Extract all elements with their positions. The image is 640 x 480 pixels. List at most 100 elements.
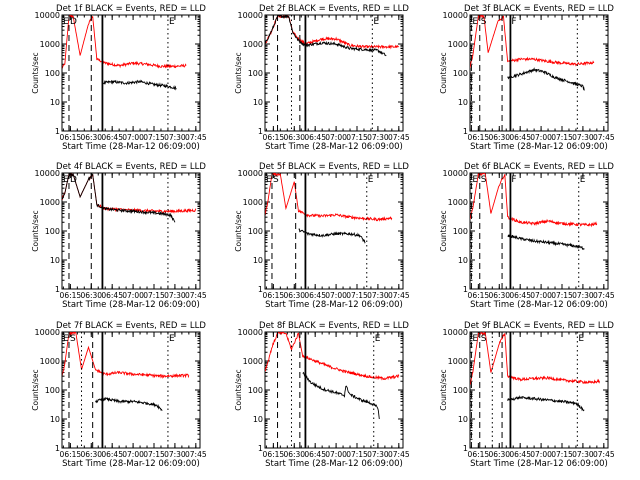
x-tick-label: 07:45 [593, 133, 615, 142]
y-tick-label: 10000 [238, 328, 263, 337]
x-tick-label: 06:15 [263, 291, 285, 300]
x-tick-label: 07:00 [325, 450, 347, 459]
y-tick-label: 10000 [35, 11, 60, 20]
time-marker-label: F [511, 17, 516, 27]
axes-frame [264, 172, 404, 290]
panel-title: Det 5f BLACK = Events, RED = LLD [259, 162, 409, 172]
y-tick-label: 10 [458, 98, 468, 107]
lld-trace [470, 15, 595, 68]
x-axis-label: Start Time (28-Mar-12 06:09:00) [62, 142, 200, 152]
panel-title: Det 8f BLACK = Events, RED = LLD [259, 321, 409, 331]
y-tick-label: 10 [50, 98, 60, 107]
panel-title: Det 1f BLACK = Events, RED = LLD [56, 4, 206, 14]
time-marker-label: E [63, 334, 69, 344]
y-tick-label: 10000 [443, 11, 468, 20]
x-tick-label: 06:45 [509, 450, 531, 459]
y-tick-label: 10 [458, 256, 468, 265]
time-marker-label: S [70, 334, 76, 344]
events-trace [507, 67, 585, 91]
traces [470, 15, 595, 91]
x-tick-label: 07:15 [346, 291, 368, 300]
y-axis-label: Counts/sec [439, 210, 448, 251]
x-tick-label: 07:15 [551, 291, 573, 300]
y-tick-label: 1000 [243, 198, 263, 207]
events-trace [95, 396, 163, 411]
panel-det-6f: Det 6f BLACK = Events, RED = LLD 1 10 100 10… [439, 162, 615, 310]
y-tick-label: 10000 [35, 328, 60, 337]
x-tick-label: 07:15 [346, 133, 368, 142]
x-tick-label: 07:00 [530, 450, 552, 459]
x-axis-label: Start Time (28-Mar-12 06:09:00) [265, 459, 403, 469]
y-tick-label: 10 [50, 415, 60, 424]
y-tick-label: 10 [253, 415, 263, 424]
time-marker-label: E [472, 175, 478, 185]
y-tick-label: 100 [45, 69, 60, 78]
y-tick-label: 1000 [40, 198, 60, 207]
y-tick-label: 100 [248, 69, 263, 78]
x-tick-label: 06:15 [468, 133, 490, 142]
x-tick-label: 07:45 [388, 450, 410, 459]
x-tick-label: 07:15 [143, 291, 165, 300]
events-trace [101, 79, 177, 91]
panel-det-7f: Det 7f BLACK = Events, RED = LLD 1 10 100 10… [31, 321, 207, 469]
y-tick-label: 100 [453, 386, 468, 395]
x-tick-label: 07:00 [122, 291, 144, 300]
events-trace [265, 15, 387, 57]
y-tick-label: 1000 [40, 357, 60, 366]
x-tick-label: 06:45 [509, 291, 531, 300]
time-marker-label: E [375, 334, 381, 344]
x-tick-label: 06:15 [60, 291, 82, 300]
time-marker-label: E [368, 175, 374, 185]
panel-det-2f: Det 2f BLACK = Events, RED = LLD 1 10 100 10… [234, 4, 410, 152]
panel-det-8f: Det 8f BLACK = Events, RED = LLD 1 10 100 10… [234, 321, 410, 469]
time-marker-label: E [373, 17, 379, 27]
time-marker-label: E [472, 334, 478, 344]
events-trace [302, 371, 380, 420]
x-tick-label: 06:45 [509, 133, 531, 142]
y-tick-label: 100 [453, 69, 468, 78]
panel-title: Det 2f BLACK = Events, RED = LLD [259, 4, 409, 14]
time-marker-label: S [273, 175, 279, 185]
x-tick-label: 06:15 [60, 133, 82, 142]
time-marker-label: S [481, 175, 487, 185]
events-trace [507, 395, 585, 412]
x-tick-label: 06:30 [80, 133, 102, 142]
panel-title: Det 9f BLACK = Events, RED = LLD [464, 321, 614, 331]
panel-det-5f: Det 5f BLACK = Events, RED = LLD 1 10 100 10… [234, 162, 410, 310]
time-marker-label: E [472, 17, 478, 27]
x-tick-label: 07:15 [346, 450, 368, 459]
traces [62, 173, 197, 223]
x-axis-label: Start Time (28-Mar-12 06:09:00) [265, 142, 403, 152]
x-tick-label: 07:30 [572, 450, 594, 459]
x-axis-label: Start Time (28-Mar-12 06:09:00) [470, 142, 608, 152]
x-tick-label: 07:30 [164, 450, 186, 459]
y-axis-label: Counts/sec [439, 369, 448, 410]
y-tick-label: 100 [248, 227, 263, 236]
lld-trace [470, 173, 598, 228]
axes-frame [61, 172, 201, 290]
traces [265, 173, 393, 244]
y-tick-label: 1 [258, 127, 263, 136]
y-tick-label: 1 [463, 444, 468, 453]
x-tick-label: 06:45 [101, 450, 123, 459]
time-marker-label: E [63, 175, 69, 185]
x-tick-label: 07:15 [551, 450, 573, 459]
panel-title: Det 4f BLACK = Events, RED = LLD [56, 162, 206, 172]
y-tick-label: 10000 [443, 169, 468, 178]
axes-frame [264, 331, 404, 449]
traces [62, 15, 187, 91]
time-marker-label: E [578, 334, 584, 344]
x-tick-label: 07:45 [593, 450, 615, 459]
y-tick-label: 1 [55, 285, 60, 294]
panel-title: Det 7f BLACK = Events, RED = LLD [56, 321, 206, 331]
y-tick-label: 100 [45, 386, 60, 395]
y-tick-label: 1 [463, 127, 468, 136]
time-marker-label: S [481, 334, 487, 344]
x-tick-label: 06:45 [101, 133, 123, 142]
time-marker-label: E [266, 175, 272, 185]
traces [265, 15, 399, 57]
y-axis-label: Counts/sec [234, 369, 243, 410]
y-tick-label: 1 [463, 285, 468, 294]
lld-trace [62, 332, 190, 380]
y-axis-label: Counts/sec [31, 369, 40, 410]
